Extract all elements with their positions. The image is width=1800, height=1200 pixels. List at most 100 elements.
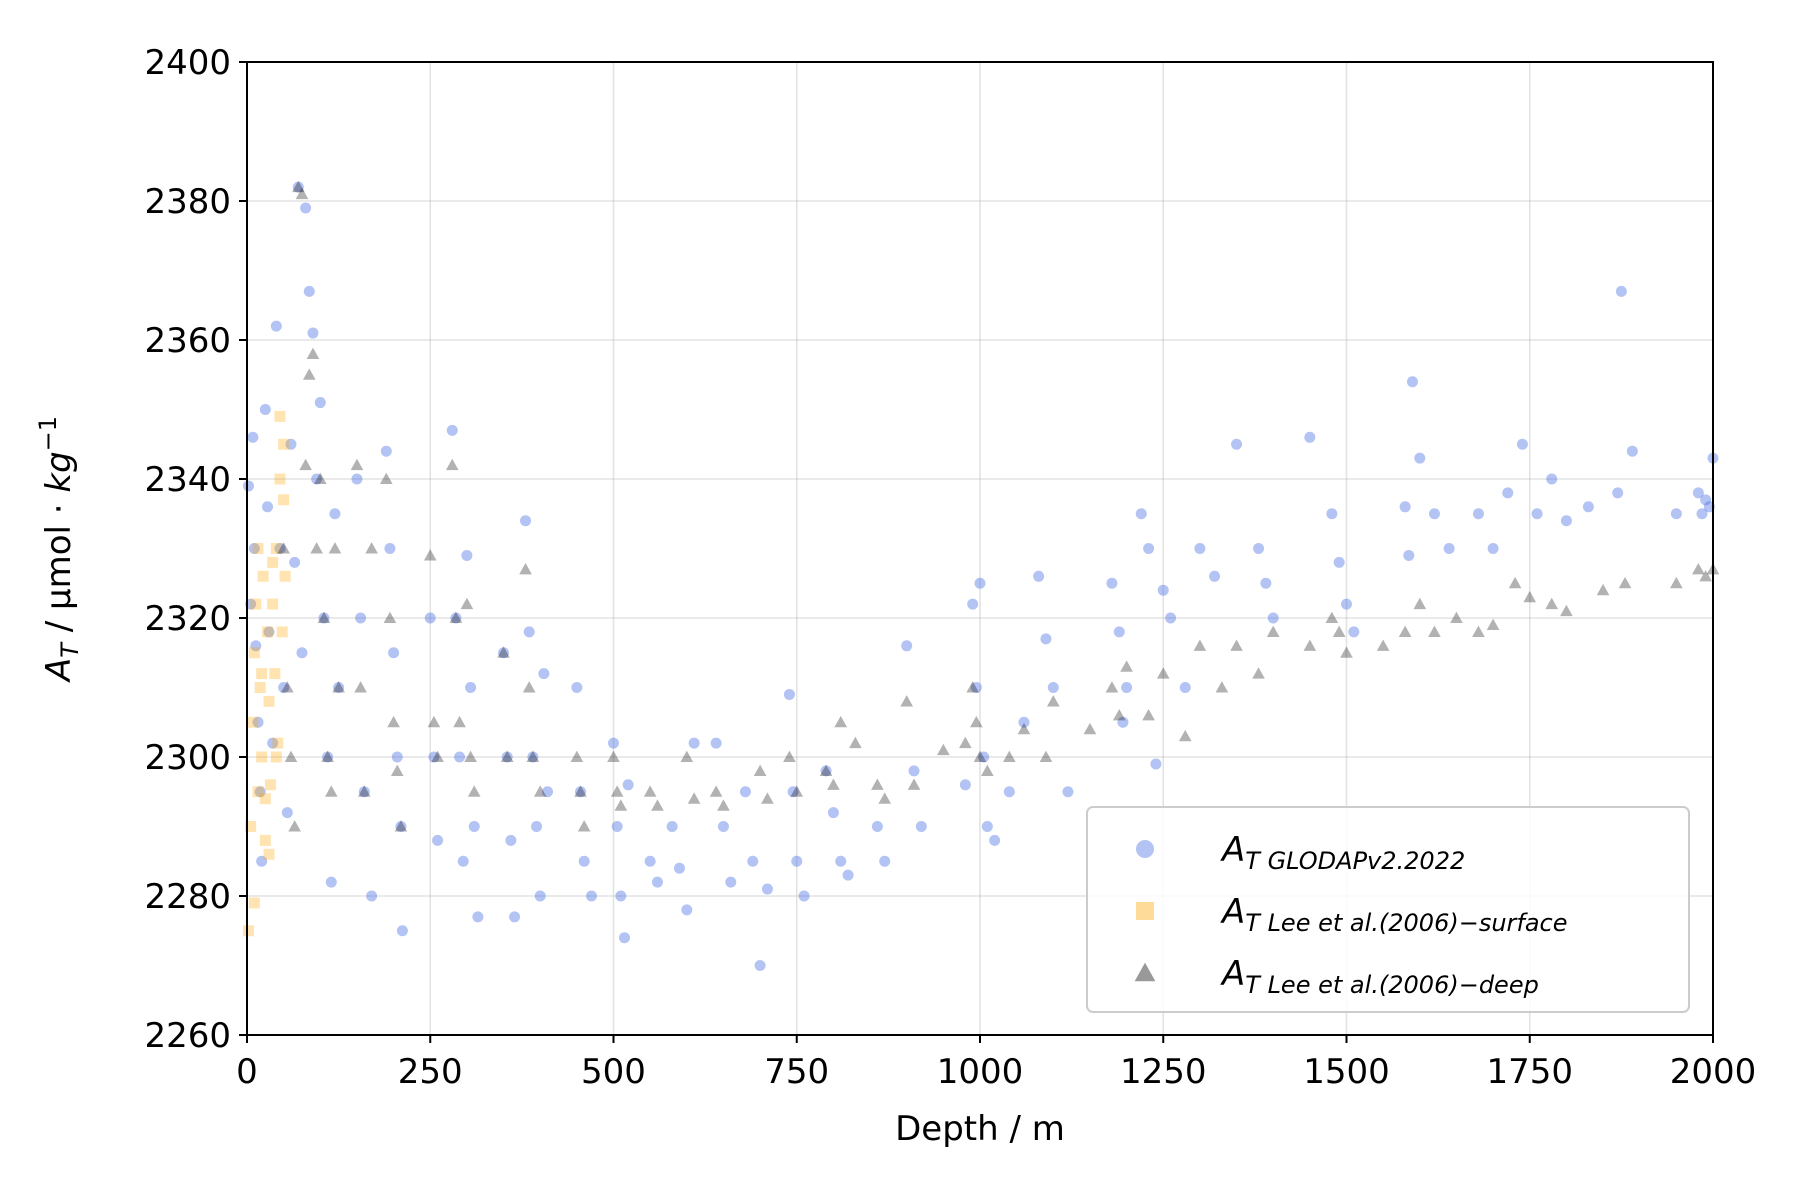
data-point	[509, 911, 521, 923]
data-point	[1046, 695, 1060, 707]
data-point	[526, 750, 540, 763]
data-point	[1626, 445, 1638, 457]
legend-label: AT Lee et al.(2006)−deep	[1220, 954, 1539, 999]
data-point	[522, 681, 536, 693]
data-point	[267, 598, 279, 610]
data-point	[959, 779, 971, 791]
data-point	[1332, 625, 1346, 637]
data-point	[1403, 549, 1415, 561]
data-point	[263, 848, 275, 860]
data-point	[644, 855, 656, 867]
data-point	[1303, 639, 1317, 651]
data-point	[680, 750, 694, 763]
data-point	[256, 855, 268, 867]
data-point	[878, 792, 892, 804]
data-point	[272, 737, 284, 749]
data-point	[285, 438, 297, 450]
data-point	[1083, 722, 1097, 735]
legend-label-subscript: T	[1245, 847, 1267, 875]
data-point	[465, 682, 477, 693]
data-point	[1472, 508, 1484, 520]
data-point	[937, 743, 950, 756]
data-point	[717, 821, 729, 832]
data-point	[614, 799, 628, 811]
data-point	[531, 821, 543, 832]
data-point	[248, 543, 260, 554]
data-point	[1428, 508, 1440, 520]
data-point	[388, 647, 400, 659]
data-point	[1612, 487, 1624, 499]
data-point	[974, 577, 986, 589]
data-point	[1341, 598, 1352, 610]
data-point	[1215, 681, 1229, 693]
data-point	[575, 786, 587, 798]
data-point	[1340, 646, 1353, 658]
data-point	[542, 786, 554, 798]
data-point	[322, 751, 334, 763]
x-tick-label: 1000	[937, 1052, 1024, 1092]
data-point	[270, 751, 282, 763]
data-point	[879, 855, 891, 867]
data-point	[288, 820, 301, 832]
series-square	[242, 410, 291, 937]
data-point	[1039, 750, 1053, 763]
series-triangle	[277, 180, 1720, 832]
data-point	[449, 611, 463, 624]
data-point	[500, 750, 514, 763]
data-point	[753, 764, 767, 776]
data-point	[1157, 584, 1169, 596]
data-point	[959, 736, 972, 749]
data-point	[1486, 618, 1500, 631]
data-point	[254, 682, 266, 693]
data-point	[355, 612, 367, 624]
data-point	[250, 598, 262, 610]
data-point	[834, 715, 848, 728]
data-point	[267, 556, 279, 568]
data-point	[280, 681, 294, 693]
data-point	[262, 626, 274, 638]
data-point	[314, 397, 326, 409]
data-point	[739, 786, 751, 798]
x-tick-label: 250	[398, 1052, 463, 1092]
data-point	[1413, 597, 1427, 610]
data-point	[1699, 569, 1712, 582]
data-point	[1017, 722, 1031, 735]
data-point	[761, 883, 773, 895]
data-point	[783, 750, 796, 763]
data-point	[1326, 508, 1338, 520]
axis-ticks: 0 250 500 750 1000 1250 1500 1750 2000 2260 2280 23…	[144, 43, 1756, 1092]
data-point	[1267, 612, 1279, 624]
data-point	[842, 869, 854, 881]
data-point	[354, 681, 367, 693]
data-point	[900, 695, 914, 707]
data-point	[259, 404, 271, 415]
data-point	[454, 751, 466, 763]
data-point	[1150, 758, 1162, 770]
legend-marker-circle	[1136, 840, 1154, 858]
data-point	[783, 688, 795, 700]
data-point	[849, 736, 862, 749]
data-point	[262, 501, 274, 513]
data-point	[1121, 682, 1133, 693]
legend-label-symbol: A	[1220, 830, 1245, 870]
data-point	[256, 668, 268, 680]
x-tick-label: 1250	[1120, 1052, 1207, 1092]
data-point	[242, 925, 254, 937]
data-point	[1531, 508, 1543, 520]
data-point	[978, 751, 990, 763]
x-tick-label: 750	[764, 1052, 829, 1092]
data-point	[709, 785, 723, 797]
data-point	[303, 285, 315, 297]
data-point	[254, 786, 266, 798]
data-point	[468, 821, 480, 832]
data-point	[1546, 473, 1558, 485]
data-point	[358, 786, 370, 798]
data-point	[747, 855, 759, 867]
data-point	[1596, 583, 1610, 596]
data-point	[1033, 570, 1045, 582]
data-point	[296, 647, 308, 659]
data-point	[1545, 597, 1559, 610]
data-point	[1348, 626, 1360, 638]
data-point	[981, 764, 994, 776]
